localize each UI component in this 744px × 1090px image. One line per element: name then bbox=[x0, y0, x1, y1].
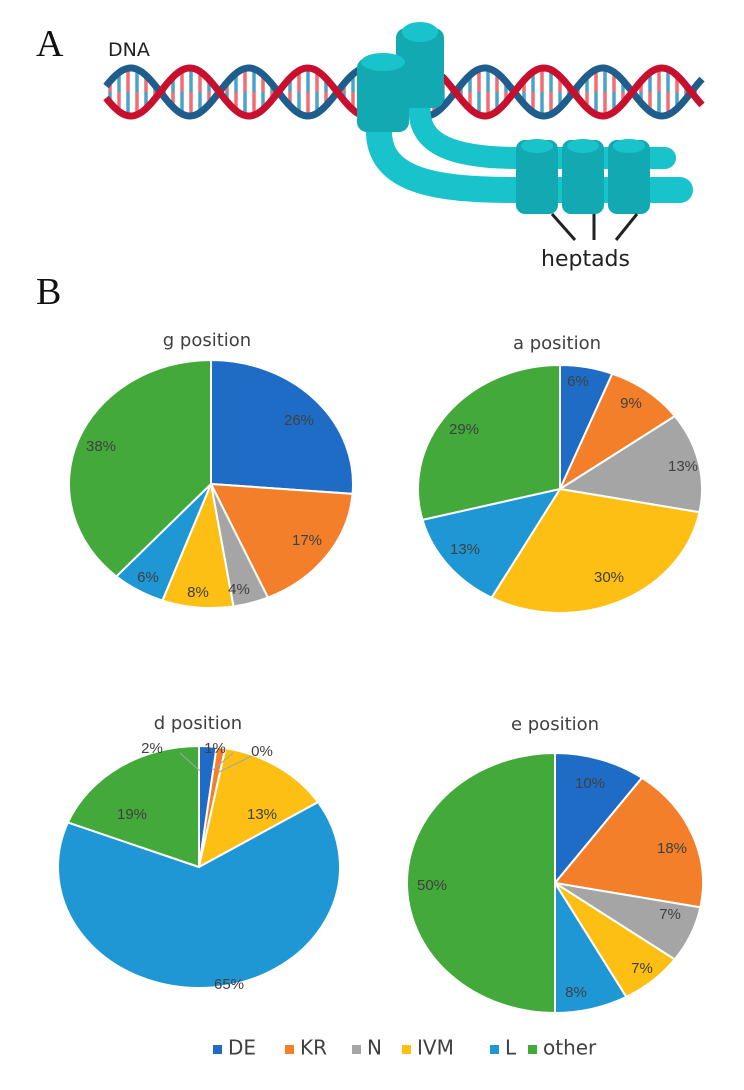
pie-title: e position bbox=[511, 714, 599, 735]
data-label: 29% bbox=[449, 421, 479, 438]
legend-label: N bbox=[367, 1036, 382, 1060]
heptad-pointer-line bbox=[614, 213, 639, 241]
heptads-label: heptads bbox=[541, 247, 630, 272]
pie-slice-other bbox=[417, 363, 561, 522]
data-label: 13% bbox=[668, 458, 698, 475]
heptad-block-cap bbox=[567, 139, 599, 153]
data-label: 17% bbox=[292, 532, 322, 549]
data-label: 13% bbox=[450, 541, 480, 558]
legend-label: DE bbox=[228, 1036, 256, 1060]
data-label: 13% bbox=[247, 806, 277, 823]
data-label: 9% bbox=[620, 395, 642, 412]
protein-cap bbox=[361, 53, 405, 71]
leader-line bbox=[218, 755, 253, 773]
leader-line bbox=[212, 752, 234, 771]
legend-label: other bbox=[543, 1036, 597, 1060]
data-label: 8% bbox=[187, 584, 209, 601]
panel-a-letter: A bbox=[36, 23, 64, 65]
pie-slice-other bbox=[406, 751, 556, 1015]
data-label: 18% bbox=[657, 840, 687, 857]
pie-slice-ivm bbox=[197, 747, 320, 869]
legend-item-n: N bbox=[352, 1036, 382, 1060]
data-label: 38% bbox=[86, 438, 116, 455]
data-label: 1% bbox=[204, 740, 226, 757]
heptad-pointers bbox=[550, 213, 639, 241]
pie-slice-kr bbox=[553, 776, 704, 909]
data-label: 19% bbox=[117, 806, 147, 823]
legend-swatch bbox=[285, 1045, 294, 1054]
heptad-block bbox=[608, 140, 650, 214]
data-label: 7% bbox=[659, 906, 681, 923]
legend-item-other: other bbox=[528, 1036, 597, 1060]
data-label: 50% bbox=[417, 877, 447, 894]
protein-cap bbox=[402, 22, 438, 42]
data-label: 4% bbox=[228, 581, 250, 598]
pie-slices: 6% 9% 13% 30% 13% 29% bbox=[417, 363, 703, 614]
pie-slice-de bbox=[210, 358, 354, 495]
legend-item-de: DE bbox=[213, 1036, 256, 1060]
protein-clamp-domain bbox=[357, 58, 409, 132]
legend-swatch bbox=[352, 1045, 361, 1054]
heptad-block bbox=[516, 140, 558, 214]
pie-slices: 26% 17% 4% 8% 6% 38% bbox=[68, 358, 354, 609]
legend-swatch bbox=[528, 1045, 537, 1054]
pie-slice-other bbox=[66, 744, 200, 869]
legend-swatch bbox=[213, 1045, 222, 1054]
legend-label: L bbox=[505, 1036, 517, 1060]
pie-chart-g-position: g position 26% 17% 4% 8% 6% 38% bbox=[68, 330, 354, 609]
data-label: 2% bbox=[141, 740, 163, 757]
pie-slice-de bbox=[554, 751, 644, 886]
protein-arm-upper bbox=[408, 93, 676, 169]
pie-chart-e-position: e position 10% 18% 7% 7% 8% 50% bbox=[406, 714, 704, 1015]
data-label: 6% bbox=[567, 373, 589, 390]
pie-slice-kr bbox=[209, 482, 354, 599]
protein-arm-lower bbox=[365, 105, 693, 203]
data-label: 26% bbox=[284, 412, 314, 429]
legend-label: KR bbox=[300, 1036, 327, 1060]
pie-title: a position bbox=[513, 333, 601, 354]
protein-illustration bbox=[357, 22, 693, 214]
heptad-block-cap bbox=[521, 139, 553, 153]
data-label: 10% bbox=[575, 775, 605, 792]
pie-chart-d-position: d position 2% 1% 0% 13% 65% 19% bbox=[57, 713, 341, 993]
heptad-pointer-line bbox=[550, 213, 577, 241]
legend-item-l: L bbox=[490, 1036, 517, 1060]
data-label: 65% bbox=[214, 976, 244, 993]
dna-label: DNA bbox=[108, 39, 150, 61]
data-label: 8% bbox=[565, 984, 587, 1001]
pie-slices: 10% 18% 7% 7% 8% 50% bbox=[406, 751, 704, 1015]
data-label: 7% bbox=[631, 960, 653, 977]
pie-slice-other bbox=[68, 358, 212, 578]
legend-swatch bbox=[402, 1045, 411, 1054]
pie-slice-n bbox=[557, 414, 703, 514]
leader-line bbox=[179, 752, 201, 772]
legend-item-ivm: IVM bbox=[402, 1036, 454, 1060]
legend-label: IVM bbox=[417, 1036, 454, 1060]
pie-slice-kr bbox=[557, 372, 677, 492]
heptad-block bbox=[562, 140, 604, 214]
legend-item-kr: KR bbox=[285, 1036, 327, 1060]
pie-title: d position bbox=[154, 713, 242, 734]
pie-title: g position bbox=[163, 330, 251, 351]
pie-slices: 2% 1% 0% 13% 65% 19% bbox=[57, 740, 341, 993]
pie-slice-l bbox=[57, 800, 341, 989]
data-label: 6% bbox=[137, 569, 159, 586]
pie-slice-ivm bbox=[490, 487, 701, 614]
legend-swatch bbox=[490, 1045, 499, 1054]
pie-chart-a-position: a position 6% 9% 13% 30% 13% 29% bbox=[417, 333, 703, 614]
pie-slice-l bbox=[421, 487, 563, 599]
data-label: 0% bbox=[251, 743, 273, 760]
data-label: 30% bbox=[594, 569, 624, 586]
heptad-block-cap bbox=[613, 139, 645, 153]
panel-b-letter: B bbox=[36, 271, 61, 313]
